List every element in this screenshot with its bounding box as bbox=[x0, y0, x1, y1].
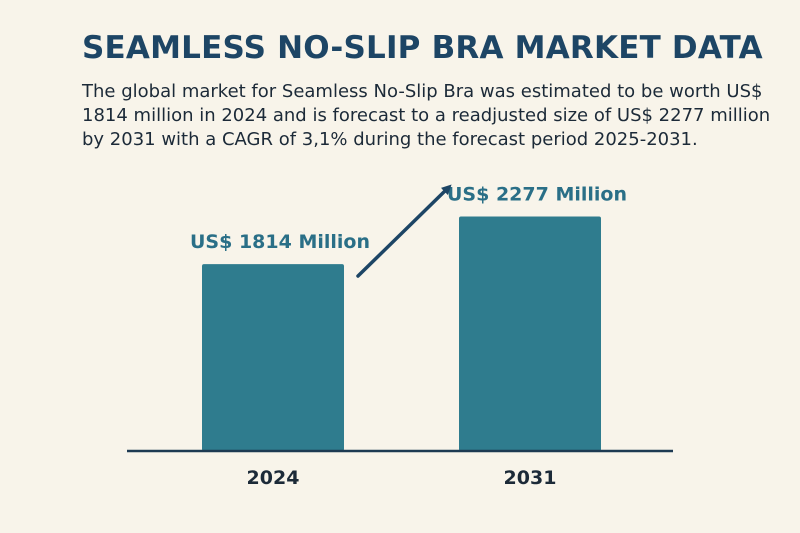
growth-arrow-icon bbox=[356, 184, 452, 278]
labels-layer: US$ 1814 Million 2024 US$ 2277 Million 2031 bbox=[190, 183, 627, 489]
market-description: The global market for Seamless No-Slip B… bbox=[82, 81, 771, 150]
bar-2031 bbox=[459, 216, 601, 451]
page-title: SEAMLESS NO-SLIP BRA MARKET DATA bbox=[82, 30, 763, 66]
bars-layer bbox=[202, 216, 601, 451]
bar-2024 bbox=[202, 264, 344, 451]
x-tick-label-2024: 2024 bbox=[247, 467, 300, 489]
data-label-2031: US$ 2277 Million bbox=[447, 183, 627, 205]
x-tick-label-2031: 2031 bbox=[504, 467, 557, 489]
data-label-2024: US$ 1814 Million bbox=[190, 231, 370, 253]
